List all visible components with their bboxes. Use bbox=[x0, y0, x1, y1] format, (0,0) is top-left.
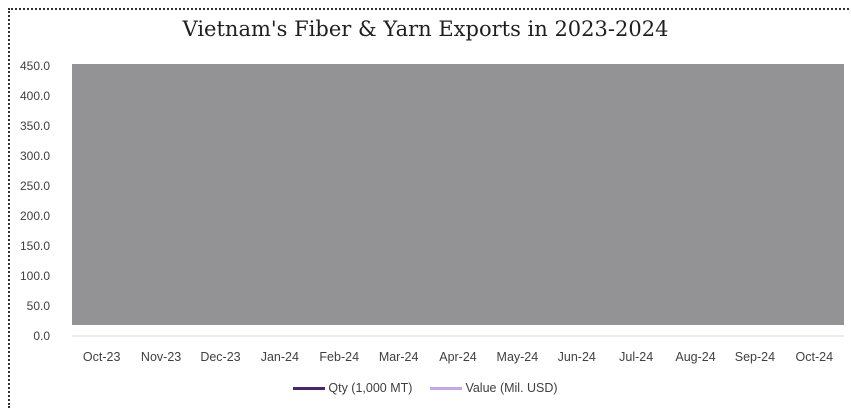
x-tick-label: Mar-24 bbox=[379, 350, 419, 364]
y-tick-label: 100.0 bbox=[20, 269, 50, 283]
x-tick-label: Jul-24 bbox=[619, 350, 653, 364]
x-tick-label: Jun-24 bbox=[558, 350, 596, 364]
legend-label-qty: Qty (1,000 MT) bbox=[328, 381, 413, 395]
chart-frame bbox=[8, 8, 851, 408]
x-tick-label: May-24 bbox=[497, 350, 539, 364]
legend-item-qty[interactable]: Qty (1,000 MT) bbox=[293, 381, 412, 395]
y-tick-label: 150.0 bbox=[20, 239, 50, 253]
x-tick-label: Sep-24 bbox=[735, 350, 775, 364]
y-tick-label: 400.0 bbox=[20, 89, 50, 103]
y-axis-ticks: 0.0 50.0 100.0 150.0 200.0 250.0 300.0 350.0 400… bbox=[20, 59, 50, 343]
legend-swatch-value bbox=[430, 386, 463, 390]
y-tick-label: 300.0 bbox=[20, 149, 50, 163]
y-tick-label: 250.0 bbox=[20, 179, 50, 193]
legend-swatch-qty bbox=[293, 386, 326, 390]
chart-title: Vietnam's Fiber & Yarn Exports in 2023-2… bbox=[182, 17, 669, 41]
chart-legend: Qty (1,000 MT) Value (Mil. USD) bbox=[0, 381, 851, 395]
x-tick-label: Apr-24 bbox=[439, 350, 477, 364]
plot-area bbox=[72, 64, 844, 325]
chart-plot: 0.0 50.0 100.0 150.0 200.0 250.0 300.0 350.0 400… bbox=[20, 59, 844, 364]
x-tick-label: Oct-23 bbox=[83, 350, 121, 364]
y-tick-label: 50.0 bbox=[27, 299, 51, 313]
legend-item-value[interactable]: Value (Mil. USD) bbox=[430, 381, 558, 395]
x-tick-label: Jan-24 bbox=[261, 350, 299, 364]
x-axis-ticks: Oct-23 Nov-23 Dec-23 Jan-24 Feb-24 Mar-24 Apr-… bbox=[83, 350, 833, 364]
y-tick-label: 450.0 bbox=[20, 59, 50, 73]
legend-label-value: Value (Mil. USD) bbox=[465, 381, 558, 395]
x-tick-label: Oct-24 bbox=[796, 350, 834, 364]
x-tick-label: Nov-23 bbox=[141, 350, 181, 364]
x-tick-label: Feb-24 bbox=[319, 350, 359, 364]
x-tick-label: Dec-23 bbox=[200, 350, 240, 364]
x-tick-label: Aug-24 bbox=[675, 350, 715, 364]
y-tick-label: 0.0 bbox=[33, 329, 50, 343]
y-tick-label: 350.0 bbox=[20, 119, 50, 133]
y-tick-label: 200.0 bbox=[20, 209, 50, 223]
